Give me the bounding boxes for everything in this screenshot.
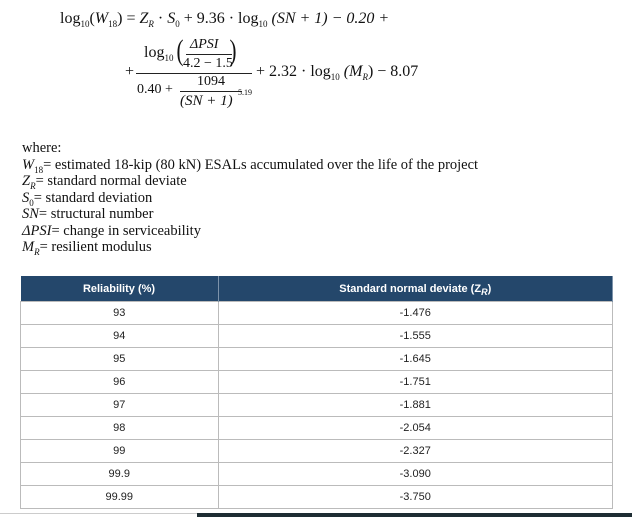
reliability-cell: 95 (20, 347, 219, 371)
definition: SN= structural number (22, 206, 154, 222)
table-row: 95 -1.645 (20, 347, 613, 371)
definition: ZR= standard normal deviate (22, 173, 187, 191)
zr-cell: -1.555 (217, 324, 613, 348)
denominator-den: (SN + 1) (180, 93, 233, 109)
table-row: 99.9 -3.090 (20, 462, 613, 486)
table-row: 97 -1.881 (20, 393, 613, 417)
zr-cell: -1.476 (217, 301, 613, 325)
numerator-log: log10 (144, 44, 174, 64)
zr-cell: -1.881 (217, 393, 613, 417)
table-row: 96 -1.751 (20, 370, 613, 394)
reliability-cell: 96 (20, 370, 219, 394)
definition: S0= standard deviation (22, 189, 153, 208)
left-paren: ( (176, 34, 184, 67)
dark-footer-bar (197, 513, 632, 517)
reliability-cell: 99.9 (20, 462, 219, 486)
right-paren: ) (229, 34, 237, 67)
reliability-cell: 99 (20, 439, 219, 463)
table-row: 99 -2.327 (20, 439, 613, 463)
header-reliability: Reliability (%) (20, 276, 219, 302)
zr-cell: -2.054 (217, 416, 613, 440)
table-row: 98 -2.054 (20, 416, 613, 440)
reliability-cell: 99.99 (20, 485, 219, 509)
definition: MR= resilient modulus (22, 239, 152, 257)
formula-line-1: log10(W18) = ZR · S0 + 9.36 · log10 (SN … (60, 10, 390, 30)
divider (0, 513, 197, 514)
exponent: 5.19 (238, 88, 252, 97)
table-row: 93 -1.476 (20, 301, 613, 325)
reliability-table: Reliability (%) Standard normal deviate … (20, 276, 613, 509)
zr-cell: -1.751 (217, 370, 613, 394)
zr-cell: -2.327 (217, 439, 613, 463)
formula-tail: + 2.32 · log10 (MR) − 8.07 (256, 63, 419, 83)
delta-psi: ΔPSI (190, 37, 219, 52)
definition: ΔPSI= change in serviceability (22, 222, 201, 239)
zr-cell: -1.645 (217, 347, 613, 371)
table-row: 94 -1.555 (20, 324, 613, 348)
reliability-cell: 97 (20, 393, 219, 417)
reliability-cell: 94 (20, 324, 219, 348)
definition: W18= estimated 18-kip (80 kN) ESALs accu… (22, 156, 479, 175)
where-title: where: (22, 140, 62, 156)
table-row: 99.99 -3.750 (20, 485, 613, 509)
reliability-cell: 93 (20, 301, 219, 325)
denominator-inner: 4.2 − 1.5 (183, 56, 233, 71)
denominator-num: 1094 (197, 74, 225, 89)
where-definitions: where: W18= estimated 18-kip (80 kN) ESA… (22, 140, 478, 256)
plus-sign: + (125, 63, 135, 80)
zr-cell: -3.090 (217, 462, 613, 486)
reliability-cell: 98 (20, 416, 219, 440)
denominator-a: 0.40 + (137, 82, 173, 97)
zr-cell: -3.750 (217, 485, 613, 509)
header-zr: Standard normal deviate (ZR) (218, 276, 613, 302)
